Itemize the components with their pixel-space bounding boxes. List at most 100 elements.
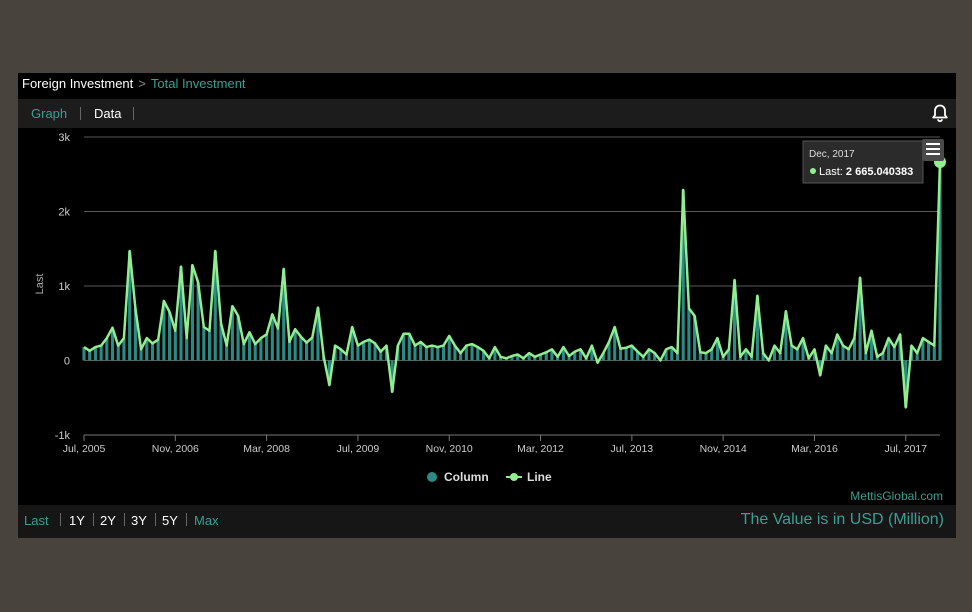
column-bar: [841, 345, 845, 361]
column-bar: [447, 335, 451, 361]
column-bar: [350, 326, 354, 361]
range-5y[interactable]: 5Y: [162, 513, 178, 528]
column-bar: [618, 348, 622, 361]
column-bar: [824, 345, 828, 361]
column-bar: [499, 356, 503, 361]
column-bar: [293, 329, 297, 361]
x-tick-label: Nov, 2010: [426, 443, 473, 455]
column-bar: [607, 341, 611, 361]
column-bar: [721, 356, 725, 361]
y-tick-label: 2k: [58, 207, 70, 219]
column-bar: [464, 345, 468, 361]
column-bar: [242, 344, 246, 361]
tab-data[interactable]: Data: [94, 106, 122, 121]
column-bar: [356, 345, 360, 361]
column-bar: [801, 338, 805, 361]
column-bar: [533, 356, 537, 361]
column-bar: [110, 327, 115, 361]
column-bar: [727, 349, 731, 361]
column-bar: [265, 334, 269, 361]
credit-text[interactable]: MettisGlobal.com: [850, 489, 943, 503]
column-bar: [790, 345, 794, 361]
column-bar: [852, 338, 856, 361]
column-bar: [459, 353, 463, 361]
x-tick-label: Mar, 2008: [243, 443, 290, 455]
column-bar: [881, 353, 885, 361]
column-bar: [778, 353, 782, 361]
hamburger-icon: [926, 143, 940, 155]
legend-line-label: Line: [527, 470, 552, 484]
column-bar: [230, 306, 234, 361]
column-bar: [424, 347, 428, 361]
column-bar: [932, 345, 936, 361]
column-bar: [516, 354, 520, 361]
tab-divider: [133, 107, 134, 120]
column-bar: [156, 339, 160, 361]
range-last[interactable]: Last: [24, 513, 49, 528]
column-bar: [327, 360, 331, 386]
column-bar: [145, 338, 149, 361]
range-2y[interactable]: 2Y: [100, 513, 116, 528]
x-tick-label: Nov, 2014: [700, 443, 747, 455]
legend-item-line[interactable]: Line: [506, 470, 552, 484]
column-bar: [225, 345, 229, 361]
column-bar: [510, 356, 514, 361]
column-bar: [630, 345, 634, 361]
legend-column-marker: [427, 472, 437, 482]
column-bar: [82, 347, 86, 361]
column-bar: [698, 352, 702, 361]
column-bar: [544, 352, 548, 361]
column-bar: [744, 349, 748, 361]
breadcrumb-current[interactable]: Total Investment: [150, 76, 246, 91]
legend-line-marker: [510, 473, 518, 481]
column-bar: [344, 354, 349, 361]
column-bar: [550, 349, 554, 361]
column-series: [82, 161, 942, 408]
column-bar: [835, 334, 839, 361]
tab-graph[interactable]: Graph: [31, 106, 68, 121]
column-bar: [613, 326, 617, 361]
column-bar: [715, 338, 720, 361]
column-bar: [339, 349, 343, 361]
bell-icon[interactable]: [930, 103, 950, 123]
column-bar: [179, 266, 183, 361]
x-axis: Jul, 2005 Nov, 2006 Mar, 2008 Jul, 2009 Nov,…: [63, 435, 927, 455]
column-bar: [304, 342, 309, 361]
breadcrumb-root[interactable]: Foreign Investment: [22, 76, 134, 91]
column-bar: [213, 250, 217, 361]
range-divider: [60, 513, 61, 526]
column-bar: [693, 315, 697, 361]
column-bar: [88, 350, 92, 361]
column-bar: [276, 328, 280, 361]
tooltip-value: 2 665.040383: [846, 166, 913, 178]
x-tick-label: Jul, 2005: [63, 443, 106, 455]
legend-item-column[interactable]: Column: [427, 470, 489, 484]
column-bar: [567, 356, 571, 361]
chart-menu-button[interactable]: [922, 139, 944, 161]
column-bar: [476, 347, 480, 361]
y-tick-label: 0: [64, 356, 70, 368]
column-bar: [915, 353, 919, 361]
column-bar: [938, 161, 942, 361]
range-max[interactable]: Max: [194, 513, 219, 528]
column-bar: [402, 333, 406, 361]
chart-area: 3k 2k 1k 0 -1k Last Jul, 2005 Nov, 2006 Mar, 2…: [34, 132, 946, 503]
column-bar: [795, 349, 799, 361]
line-series: [83, 161, 942, 409]
column-bar: [270, 314, 274, 361]
range-1y[interactable]: 1Y: [69, 513, 85, 528]
tab-divider: [80, 107, 81, 120]
range-divider: [155, 513, 156, 526]
range-3y[interactable]: 3Y: [131, 513, 147, 528]
column-bar: [847, 349, 851, 361]
column-bar: [116, 345, 120, 361]
column-bar: [590, 345, 594, 361]
tooltip: Dec, 2017 Last: 2 665.040383: [802, 140, 924, 184]
column-bar: [419, 341, 423, 361]
column-bar: [904, 360, 908, 408]
column-bar: [162, 300, 166, 361]
column-bar: [755, 295, 759, 361]
x-tick-label: Jul, 2013: [611, 443, 654, 455]
column-bar: [887, 338, 891, 361]
range-divider: [186, 513, 187, 526]
